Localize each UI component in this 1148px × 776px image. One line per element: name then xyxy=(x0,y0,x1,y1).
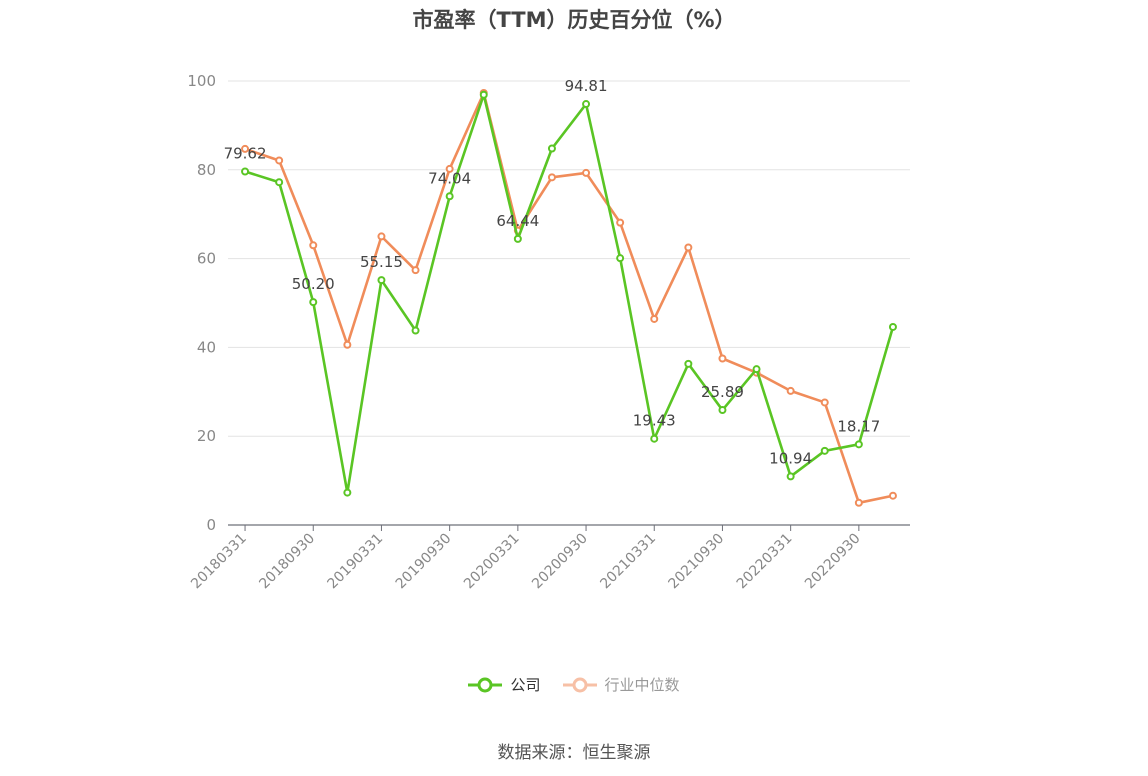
data-label: 19.43 xyxy=(633,412,676,430)
data-label: 94.81 xyxy=(565,77,608,95)
legend-label-industry-median: 行业中位数 xyxy=(604,676,680,694)
x-tick-label: 20210930 xyxy=(666,531,728,593)
data-point xyxy=(377,276,386,285)
data-point xyxy=(445,164,454,173)
data-point xyxy=(582,168,591,177)
data-point xyxy=(888,322,897,331)
x-tick-label: 20180331 xyxy=(188,531,250,593)
x-tick-label: 20180930 xyxy=(256,531,318,593)
data-point xyxy=(445,192,454,201)
data-point xyxy=(343,340,352,349)
series-line xyxy=(244,91,894,505)
data-source-note: 数据来源：恒生聚源 xyxy=(497,743,651,763)
legend-marker-industry-median-icon xyxy=(562,677,597,692)
data-point xyxy=(786,472,795,481)
data-point xyxy=(241,144,250,153)
data-point xyxy=(684,243,693,252)
y-tick-label: 100 xyxy=(187,72,216,90)
data-point xyxy=(820,398,829,407)
data-point xyxy=(513,234,522,243)
data-point xyxy=(718,406,727,415)
data-point xyxy=(820,446,829,455)
x-tick-label: 20200930 xyxy=(529,531,591,593)
data-label: 74.04 xyxy=(428,169,471,187)
data-label: 79.62 xyxy=(224,144,267,162)
data-label: 18.17 xyxy=(837,417,880,435)
data-point xyxy=(650,434,659,443)
data-point xyxy=(854,440,863,449)
data-label: 64.44 xyxy=(496,212,539,230)
data-point xyxy=(547,173,556,182)
y-tick-label: 40 xyxy=(197,338,216,356)
data-point xyxy=(275,156,284,165)
data-point xyxy=(377,232,386,241)
legend-marker-company-icon xyxy=(468,677,503,692)
data-point xyxy=(309,298,318,307)
y-tick-label: 0 xyxy=(206,516,216,534)
x-tick-label: 20190331 xyxy=(325,531,387,593)
data-label: 55.15 xyxy=(360,253,403,271)
legend-label-company: 公司 xyxy=(510,676,541,694)
data-point xyxy=(411,266,420,275)
y-tick-label: 60 xyxy=(197,250,216,268)
x-tick-label: 20200331 xyxy=(461,531,523,593)
data-point xyxy=(684,359,693,368)
x-tick-label: 20220930 xyxy=(802,531,864,593)
y-tick-label: 80 xyxy=(197,161,216,179)
data-point xyxy=(479,90,488,99)
chart-legend: 公司 行业中位数 xyxy=(0,674,1148,695)
data-label: 25.89 xyxy=(701,383,744,401)
data-point xyxy=(854,498,863,507)
legend-item-company[interactable]: 公司 xyxy=(468,674,541,695)
data-point xyxy=(752,365,761,374)
legend-item-industry-median[interactable]: 行业中位数 xyxy=(562,674,680,695)
data-point xyxy=(616,254,625,263)
data-point xyxy=(582,100,591,109)
data-point xyxy=(275,178,284,187)
data-point xyxy=(616,218,625,227)
data-point xyxy=(343,488,352,497)
data-point xyxy=(241,167,250,176)
data-point xyxy=(718,354,727,363)
x-tick-label: 20220331 xyxy=(734,531,796,593)
data-point xyxy=(786,386,795,395)
data-point xyxy=(411,326,420,335)
data-label: 10.94 xyxy=(769,449,812,467)
chart-title: 市盈率（TTM）历史百分位（%） xyxy=(412,8,736,32)
series-line xyxy=(244,93,895,494)
data-point xyxy=(888,491,897,500)
x-tick-label: 20210331 xyxy=(597,531,659,593)
data-point xyxy=(547,144,556,153)
data-point xyxy=(309,241,318,250)
data-label: 50.20 xyxy=(292,275,335,293)
y-tick-label: 20 xyxy=(197,427,216,445)
x-tick-label: 20190930 xyxy=(393,531,455,593)
data-point xyxy=(650,314,659,323)
